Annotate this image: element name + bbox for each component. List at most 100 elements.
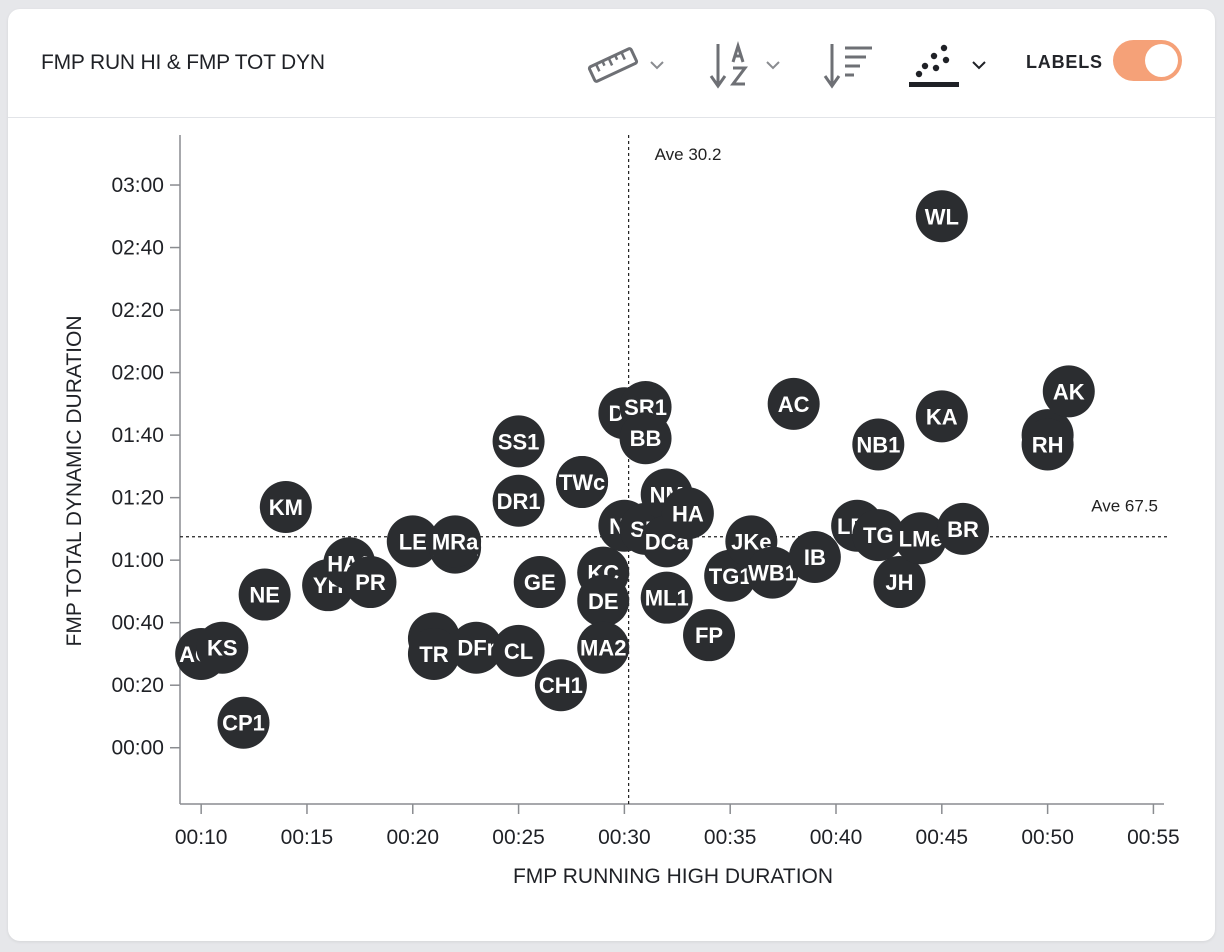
- data-point: MA2: [577, 621, 630, 674]
- sort-alpha-dropdown[interactable]: [706, 39, 780, 91]
- data-point: JH: [873, 556, 926, 609]
- x-tick-label: 00:45: [916, 826, 969, 849]
- data-point: NB1: [852, 418, 905, 471]
- point-label: FP: [695, 623, 723, 648]
- y-tick-label: 01:20: [111, 487, 164, 510]
- data-point: BB: [619, 412, 672, 465]
- point-marker: [936, 502, 989, 555]
- measure-dropdown[interactable]: [586, 39, 664, 91]
- point-label: WL: [925, 204, 959, 229]
- point-label: LE: [399, 529, 427, 554]
- point-marker: [407, 627, 460, 680]
- labels-toggle-label: LABELS: [1026, 52, 1103, 72]
- point-label: DE: [588, 589, 619, 614]
- data-point: LE: [386, 515, 439, 568]
- x-tick-label: 00:35: [704, 826, 757, 849]
- point-label: DR1: [497, 489, 541, 514]
- point-label: BB: [630, 426, 662, 451]
- scatter-chart: 00:00 00:20 00:40 01:00 01:20 01:40 02:00 02:20…: [63, 135, 1180, 888]
- y-tick-label: 01:40: [111, 424, 164, 447]
- point-label: CH1: [539, 673, 583, 698]
- data-point: WB1: [746, 546, 799, 599]
- point-label: NE: [249, 583, 280, 608]
- chart-title: FMP RUN HI & FMP TOT DYN: [41, 51, 325, 74]
- ruler-icon: [587, 47, 639, 83]
- point-label: MA2: [580, 636, 626, 661]
- point-label: AK: [1053, 379, 1085, 404]
- point-label: KS: [207, 636, 238, 661]
- y-tick-label: 02:20: [111, 299, 164, 322]
- data-point: AC: [767, 377, 820, 430]
- x-axis-title: FMP RUNNING HIGH DURATION: [513, 865, 833, 888]
- point-marker: [915, 190, 968, 243]
- point-marker: [386, 515, 439, 568]
- point-marker: [852, 418, 905, 471]
- point-marker: [915, 390, 968, 443]
- point-label: RH: [1032, 432, 1064, 457]
- data-point: MRa: [429, 515, 482, 568]
- data-point: DR1: [492, 474, 545, 527]
- chart-type-dropdown[interactable]: [906, 39, 986, 91]
- point-marker: [1042, 365, 1095, 418]
- data-point: GE: [513, 556, 566, 609]
- point-marker: [788, 531, 841, 584]
- point-marker: [746, 546, 799, 599]
- point-marker: [492, 624, 545, 677]
- data-point: CL: [492, 624, 545, 677]
- data-point: KM: [259, 481, 312, 534]
- data-point: CH1: [534, 659, 587, 712]
- chevron-down-icon: [766, 61, 780, 70]
- toggle-knob: [1145, 44, 1178, 77]
- point-label: SS1: [498, 429, 540, 454]
- point-label: CL: [504, 639, 533, 664]
- x-tick-label: 00:15: [281, 826, 334, 849]
- point-label: PR: [355, 570, 386, 595]
- y-tick-label: 01:00: [111, 549, 164, 572]
- data-point: WL: [915, 190, 968, 243]
- point-marker: [238, 568, 291, 621]
- y-tick-label: 00:20: [111, 674, 164, 697]
- point-marker: [492, 474, 545, 527]
- data-point: DE: [577, 574, 630, 627]
- point-marker: [492, 415, 545, 468]
- y-tick-label: 00:40: [111, 612, 164, 635]
- data-point: TR: [407, 627, 460, 680]
- point-marker: [661, 487, 714, 540]
- y-tick-label: 00:00: [111, 737, 164, 760]
- data-point: KA: [915, 390, 968, 443]
- y-average-label: Ave 67.5: [1091, 497, 1158, 516]
- data-point: RH: [1021, 418, 1074, 471]
- point-marker: [894, 512, 947, 565]
- chart-header: FMP RUN HI & FMP TOT DYN: [8, 9, 1215, 118]
- point-label: ML1: [645, 586, 689, 611]
- data-point: TG: [852, 509, 905, 562]
- point-marker: [640, 571, 693, 624]
- y-tick-label: 03:00: [111, 174, 164, 197]
- point-marker: [852, 509, 905, 562]
- point-marker: [217, 696, 270, 749]
- point-label: BR: [947, 517, 979, 542]
- point-label: TR: [419, 642, 448, 667]
- point-marker: [873, 556, 926, 609]
- point-label: MRa: [432, 529, 479, 554]
- point-label: IB: [804, 545, 826, 570]
- data-point: IB: [788, 531, 841, 584]
- data-point: AK: [1042, 365, 1095, 418]
- point-marker: [450, 621, 503, 674]
- sort-desc-button[interactable]: [820, 39, 876, 91]
- data-point: CP1: [217, 696, 270, 749]
- point-label: JH: [885, 570, 913, 595]
- point-marker: [196, 621, 249, 674]
- sort-alpha-icon: [709, 40, 748, 89]
- point-marker: [556, 456, 609, 509]
- point-label: AC: [778, 392, 810, 417]
- point-marker: [619, 412, 672, 465]
- point-label: KM: [269, 495, 303, 520]
- data-point: KS: [196, 621, 249, 674]
- x-tick-label: 00:55: [1127, 826, 1180, 849]
- data-point: HA: [661, 487, 714, 540]
- data-point: ML1: [640, 571, 693, 624]
- x-tick-label: 00:10: [175, 826, 228, 849]
- x-tick-label: 00:30: [598, 826, 651, 849]
- labels-toggle[interactable]: [1113, 40, 1182, 81]
